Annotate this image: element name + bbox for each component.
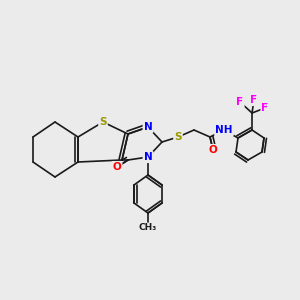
Text: O: O <box>112 162 122 172</box>
Text: O: O <box>208 145 217 155</box>
Text: F: F <box>236 97 244 107</box>
Text: S: S <box>99 117 107 127</box>
Text: S: S <box>174 132 182 142</box>
Text: CH₃: CH₃ <box>139 224 157 232</box>
Text: F: F <box>261 103 268 113</box>
Text: N: N <box>144 122 152 132</box>
Text: N: N <box>144 152 152 162</box>
Text: F: F <box>250 95 258 105</box>
Text: NH: NH <box>215 125 233 135</box>
